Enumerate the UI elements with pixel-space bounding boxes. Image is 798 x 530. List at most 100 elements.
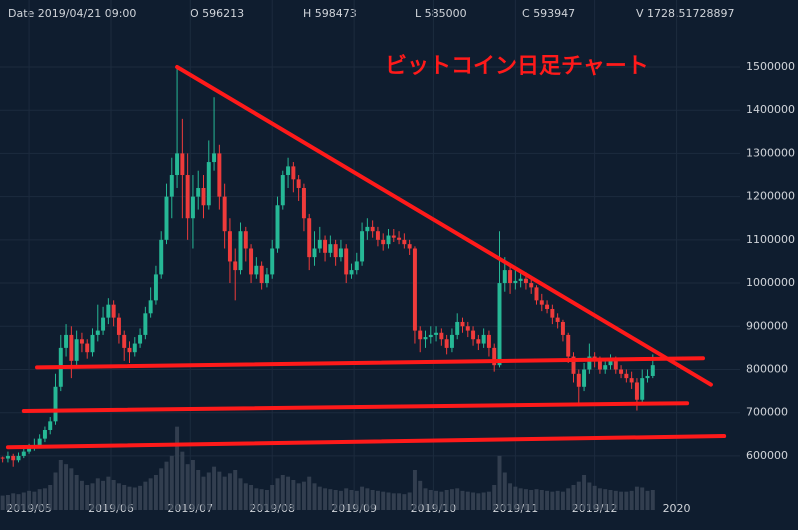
- volume-bar: [523, 489, 528, 510]
- volume-bar: [53, 472, 58, 510]
- volume-bar: [254, 488, 259, 510]
- volume-bar: [164, 461, 169, 510]
- volume-bar: [101, 480, 106, 510]
- volume-bar: [587, 482, 592, 510]
- candle-body: [111, 304, 116, 318]
- volume-bar: [5, 495, 10, 510]
- volume-bar: [629, 490, 634, 510]
- volume-bar: [349, 490, 354, 510]
- y-tick-label: 600000: [746, 449, 788, 462]
- candle-body: [518, 278, 523, 281]
- candle-body: [402, 239, 407, 245]
- candle-body: [412, 248, 417, 331]
- candle-body: [508, 270, 513, 284]
- volume-bar: [243, 483, 248, 510]
- candle-body: [249, 248, 254, 275]
- candle-body: [344, 248, 349, 275]
- volume-bar: [592, 485, 597, 510]
- volume-bar: [534, 489, 539, 510]
- volume-bar: [640, 487, 645, 510]
- volume-bar: [381, 491, 386, 510]
- volume-bar: [412, 470, 417, 510]
- candle-body: [349, 270, 354, 275]
- candle-body: [619, 369, 624, 374]
- candle-body: [164, 196, 169, 240]
- candle-body: [138, 334, 143, 344]
- candle-body: [571, 356, 576, 374]
- candle-body: [523, 278, 528, 284]
- candle-body: [169, 175, 174, 197]
- candle-body: [502, 270, 507, 284]
- header-label: V: [636, 7, 644, 20]
- candle-body: [48, 421, 53, 430]
- candle-body: [582, 369, 587, 387]
- trend-line: [175, 64, 713, 387]
- candle-body: [16, 455, 21, 461]
- volume-bar: [11, 493, 16, 510]
- volume-bar: [375, 490, 380, 510]
- candle-body: [275, 205, 280, 249]
- candle-body: [106, 304, 111, 318]
- volume-bar: [122, 485, 127, 510]
- volume-bar: [476, 493, 481, 510]
- header-field: H 598473: [303, 7, 357, 20]
- header-value: 593947: [533, 7, 575, 20]
- volume-bar: [518, 488, 523, 510]
- candle-body: [539, 300, 544, 305]
- volume-bar: [460, 490, 465, 510]
- volume-bar: [597, 488, 602, 510]
- header-label: O: [190, 7, 199, 20]
- volume-bar: [582, 475, 587, 510]
- candle-body: [391, 235, 396, 238]
- volume-bar: [169, 455, 174, 510]
- candle-body: [132, 343, 137, 353]
- candle-body: [529, 283, 534, 288]
- candle-body: [333, 244, 338, 258]
- volume-bar: [275, 478, 280, 510]
- candle-body: [481, 334, 486, 344]
- candle-body: [471, 330, 476, 340]
- volume-bar: [444, 490, 449, 510]
- volume-bar: [270, 485, 275, 510]
- volume-bar: [175, 426, 180, 510]
- candle-body: [634, 382, 639, 400]
- y-tick-label: 1500000: [746, 60, 795, 73]
- y-tick-label: 1200000: [746, 190, 795, 203]
- volume-bar: [0, 495, 5, 510]
- header-value: 1728.51728897: [647, 7, 734, 20]
- volume-bar: [391, 493, 396, 510]
- candle-body: [286, 166, 291, 176]
- volume-bar: [201, 476, 206, 510]
- candle-body: [296, 179, 301, 188]
- candle-body: [0, 457, 5, 459]
- volume-bar: [497, 455, 502, 510]
- volume-bar: [74, 475, 79, 510]
- volume-bar: [159, 468, 164, 510]
- candle-body: [11, 455, 16, 461]
- volume-bar: [502, 472, 507, 510]
- y-tick-label: 1400000: [746, 103, 795, 116]
- candle-body: [439, 332, 444, 340]
- candle-body: [640, 378, 645, 400]
- volume-bar: [111, 480, 116, 510]
- candle-body: [449, 334, 454, 348]
- volume-bar: [106, 476, 111, 510]
- candle-body: [21, 451, 26, 456]
- volume-bar: [619, 491, 624, 510]
- candle-body: [280, 175, 285, 206]
- candle-body: [222, 196, 227, 232]
- candle-body: [444, 339, 449, 348]
- candle-body: [550, 308, 555, 318]
- header-field: V 1728.51728897: [636, 7, 735, 20]
- volume-bar: [608, 490, 613, 510]
- volume-bar: [338, 490, 343, 510]
- candle-body: [597, 360, 602, 370]
- header-field: L 585000: [415, 7, 467, 20]
- candle-body: [212, 153, 217, 163]
- volume-bar: [48, 485, 53, 510]
- candle-body: [486, 334, 491, 348]
- volume-bar: [328, 489, 333, 510]
- volume-bar: [465, 491, 470, 510]
- candle-body: [354, 261, 359, 271]
- y-tick-label: 1000000: [746, 276, 795, 289]
